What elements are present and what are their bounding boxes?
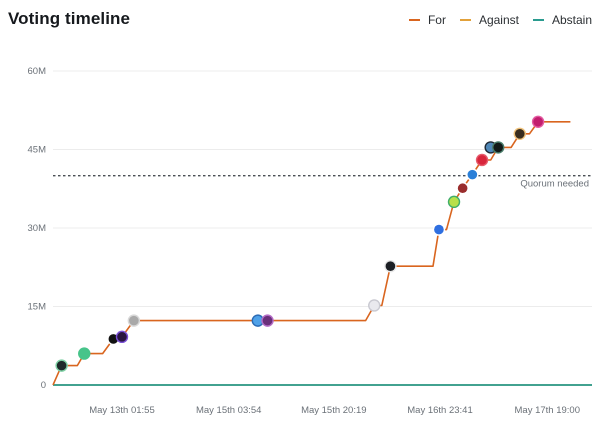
legend-label-for: For bbox=[427, 13, 446, 27]
series-line-for bbox=[52, 121, 571, 386]
voter-avatar bbox=[467, 169, 478, 180]
x-tick-label: May 16th 23:41 bbox=[407, 405, 473, 416]
voter-avatar bbox=[385, 261, 396, 272]
voter-avatar bbox=[253, 315, 263, 326]
voter-avatar bbox=[493, 142, 504, 153]
voter-avatar bbox=[533, 116, 543, 127]
legend-swatch-against bbox=[459, 19, 471, 21]
y-tick-label: 30M bbox=[28, 223, 47, 234]
legend-swatch-for bbox=[408, 19, 420, 21]
chart-legend: For Against Abstain bbox=[408, 13, 592, 27]
voter-avatar bbox=[369, 300, 380, 311]
voter-avatar bbox=[129, 315, 139, 326]
y-tick-label: 45M bbox=[28, 145, 47, 156]
legend-item-against[interactable]: Against bbox=[459, 13, 519, 27]
voter-avatar bbox=[262, 315, 273, 326]
voter-avatar bbox=[434, 224, 444, 235]
x-tick-label: May 15th 03:54 bbox=[196, 405, 262, 416]
x-tick-label: May 17th 19:00 bbox=[515, 405, 581, 416]
voter-avatar bbox=[449, 197, 459, 207]
quorum-label: Quorum needed bbox=[520, 179, 589, 190]
y-tick-label: 0 bbox=[41, 380, 46, 391]
x-tick-label: May 13th 01:55 bbox=[89, 405, 155, 416]
voter-avatar bbox=[56, 360, 67, 371]
voter-avatar bbox=[457, 183, 468, 194]
y-tick-label: 15M bbox=[28, 302, 47, 313]
y-tick-label: 60M bbox=[28, 66, 47, 77]
chart-title: Voting timeline bbox=[8, 9, 131, 28]
voter-avatar bbox=[108, 334, 119, 344]
x-tick-label: May 15th 20:19 bbox=[301, 405, 367, 416]
legend-label-abstain: Abstain bbox=[551, 13, 592, 27]
voter-avatar bbox=[514, 129, 525, 139]
voter-avatar bbox=[79, 348, 90, 359]
legend-label-against: Against bbox=[478, 13, 519, 27]
legend-item-for[interactable]: For bbox=[408, 13, 446, 27]
legend-item-abstain[interactable]: Abstain bbox=[532, 13, 592, 27]
voter-avatar bbox=[117, 332, 127, 342]
voter-avatar bbox=[477, 155, 487, 165]
legend-swatch-abstain bbox=[532, 19, 544, 21]
